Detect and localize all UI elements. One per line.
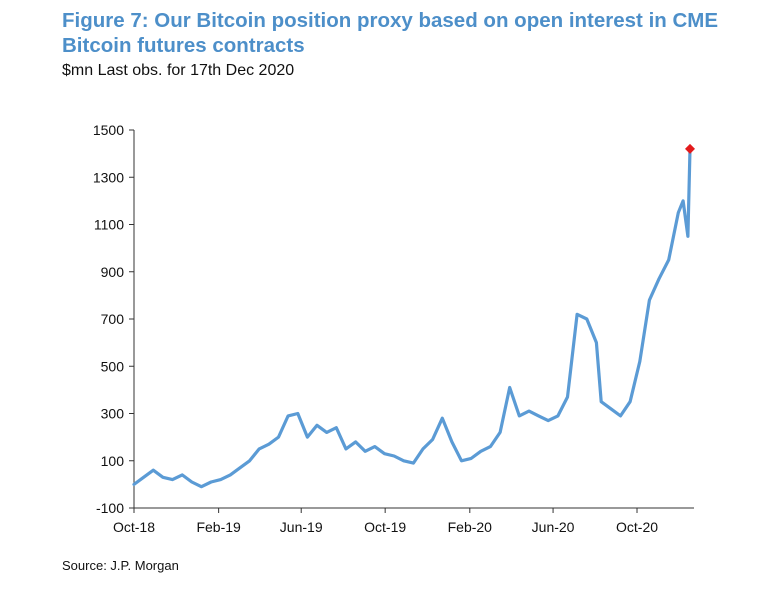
series-line-1: [132, 147, 692, 489]
x-tick-label: Jun-19: [280, 519, 323, 535]
chart-axes: [129, 129, 694, 513]
chart-title: Figure 7: Our Bitcoin position proxy bas…: [62, 9, 719, 57]
y-tick-label: 700: [101, 311, 125, 327]
x-tick-label: Oct-19: [364, 519, 406, 535]
y-tick-label: 100: [101, 453, 125, 469]
chart-subtitle: $mn Last obs. for 17th Dec 2020: [62, 62, 295, 79]
x-axis-labels: Oct-18 Feb-19 Jun-19 Oct-19 Feb-20 Jun-20 Oct-…: [113, 519, 658, 535]
y-tick-label: 1300: [93, 169, 124, 185]
y-tick-label: 1500: [93, 122, 124, 138]
x-tick-label: Oct-18: [113, 519, 155, 535]
x-tick-label: Feb-19: [196, 519, 241, 535]
y-tick-label: -100: [96, 500, 124, 516]
y-tick-label: 300: [101, 406, 125, 422]
x-tick-label: Jun-20: [532, 519, 575, 535]
y-axis-labels: -100 100 300 500 700 900 1100 1300 1500: [93, 122, 124, 516]
x-tick-label: Oct-20: [616, 519, 658, 535]
y-tick-label: 900: [101, 264, 125, 280]
y-tick-label: 500: [101, 358, 125, 374]
y-tick-label: 1100: [94, 217, 124, 233]
x-tick-label: Feb-20: [448, 519, 493, 535]
source-note: Source: J.P. Morgan: [62, 558, 179, 573]
last-observation-marker: [685, 143, 695, 154]
plot-area: [132, 143, 695, 489]
